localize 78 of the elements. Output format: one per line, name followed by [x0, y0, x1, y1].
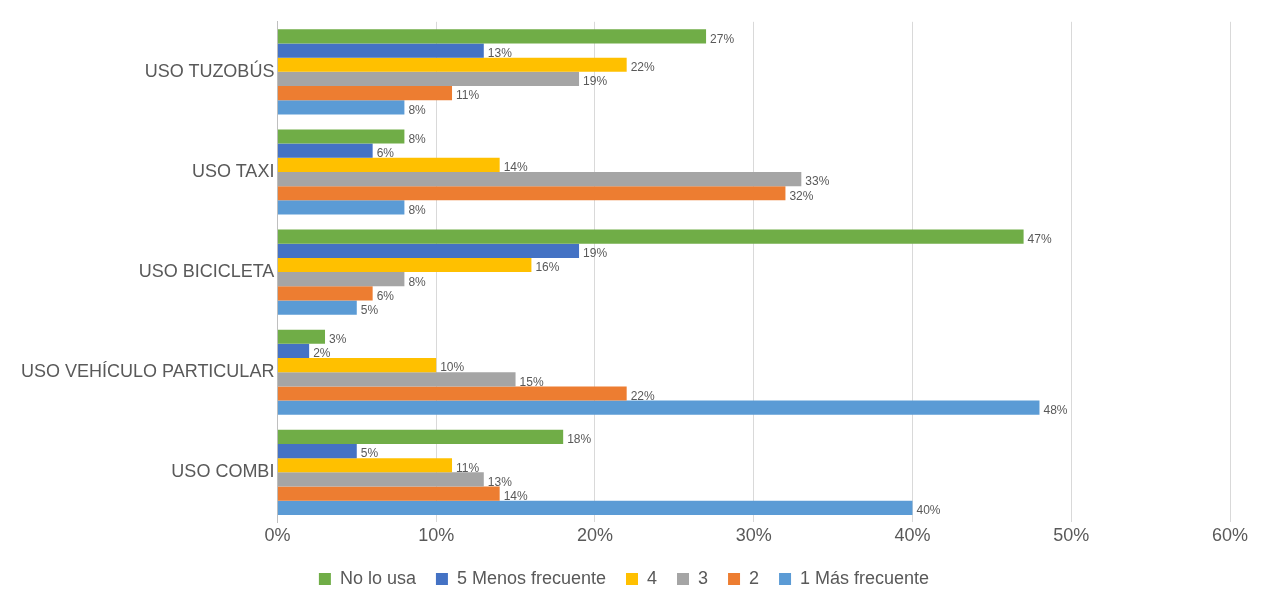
- data-label: 47%: [1027, 231, 1052, 246]
- bar: [277, 243, 580, 258]
- data-label: 6%: [376, 288, 395, 303]
- bar: [277, 500, 913, 515]
- bar: [277, 472, 484, 487]
- data-label: 8%: [408, 202, 427, 217]
- bar: [277, 486, 500, 501]
- data-label: 32%: [789, 188, 814, 203]
- legend-label: 5 Menos frecuente: [456, 567, 607, 588]
- data-label: 5%: [360, 446, 379, 461]
- data-label: 10%: [440, 360, 465, 375]
- data-label: 13%: [487, 45, 513, 60]
- bar: [277, 329, 326, 344]
- data-label: 27%: [710, 31, 735, 46]
- bar: [277, 343, 310, 359]
- x-tick-label: 30%: [735, 525, 772, 546]
- y-tick-label: USO BICICLETA: [138, 261, 275, 282]
- x-tick-label: 10%: [418, 525, 455, 546]
- y-tick-label: USO COMBI: [171, 461, 275, 482]
- legend-label: No lo usa: [339, 567, 417, 588]
- bar: [277, 100, 405, 115]
- data-label: 8%: [408, 131, 427, 146]
- bar: [277, 458, 453, 473]
- data-label: 19%: [583, 74, 608, 89]
- data-label: 11%: [456, 460, 480, 475]
- bar: [277, 229, 1024, 244]
- data-label: 14%: [503, 160, 529, 175]
- data-label: 5%: [360, 302, 379, 317]
- bar: [277, 200, 405, 215]
- bar: [277, 143, 373, 158]
- bar: [277, 386, 627, 401]
- data-label: 22%: [630, 60, 656, 75]
- bar: [277, 157, 500, 172]
- data-label: 3%: [329, 332, 347, 347]
- legend-label: 2: [749, 567, 760, 588]
- data-label: 33%: [805, 174, 830, 189]
- data-label: 8%: [408, 102, 427, 117]
- x-tick-label: 40%: [894, 525, 931, 546]
- y-tick-label: USO TAXI: [192, 160, 275, 181]
- data-label: 6%: [376, 146, 395, 161]
- x-tick-label: 20%: [576, 525, 613, 546]
- legend-label: 4: [647, 567, 658, 588]
- bar: [277, 43, 484, 58]
- bar: [277, 29, 707, 44]
- y-tick-label: USO TUZOBÚS: [144, 59, 275, 81]
- bar: [277, 429, 564, 444]
- data-label: 13%: [487, 474, 513, 489]
- y-tick-label: USO VEHÍCULO PARTICULAR: [21, 361, 275, 382]
- bar: [277, 86, 453, 101]
- bar: [277, 257, 532, 273]
- bar: [277, 272, 405, 287]
- bar: [277, 57, 627, 72]
- bar: [277, 286, 373, 301]
- x-tick-label: 60%: [1211, 525, 1249, 546]
- bar: [277, 443, 357, 459]
- data-label: 48%: [1043, 402, 1068, 417]
- bar: [277, 400, 1040, 415]
- data-label: 2%: [313, 346, 331, 361]
- data-label: 8%: [408, 274, 427, 289]
- data-label: 18%: [567, 432, 592, 447]
- data-label: 16%: [535, 260, 560, 275]
- bar: [277, 171, 802, 187]
- bar: [277, 129, 405, 144]
- data-label: 40%: [916, 503, 941, 518]
- data-label: 14%: [503, 488, 529, 503]
- x-tick-label: 0%: [264, 525, 291, 546]
- x-tick-label: 50%: [1053, 525, 1090, 546]
- data-label: 11%: [456, 88, 480, 103]
- bar: [277, 71, 580, 87]
- bar: [277, 300, 357, 315]
- data-label: 22%: [630, 388, 656, 403]
- legend-label: 3: [698, 567, 709, 588]
- bar: [277, 186, 786, 201]
- bar: [277, 358, 437, 373]
- data-label: 15%: [519, 374, 544, 389]
- legend-label: 1 Más frecuente: [800, 567, 930, 588]
- data-label: 19%: [583, 246, 608, 261]
- bar: [277, 372, 516, 387]
